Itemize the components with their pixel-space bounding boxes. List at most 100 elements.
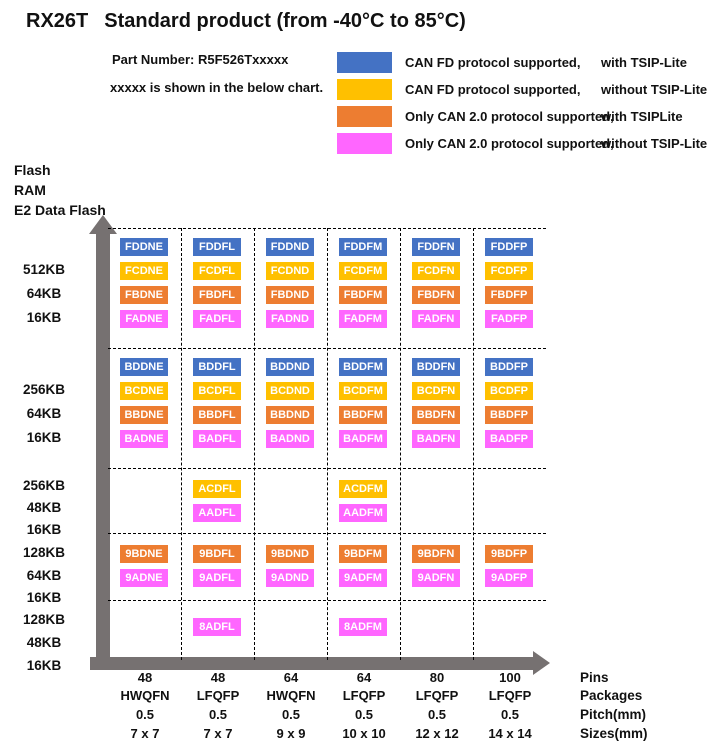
memory-label: 128KB: [22, 545, 66, 560]
part-chip: FDDFP: [485, 238, 533, 256]
part-chip: BCDFP: [485, 382, 533, 400]
memory-label: 16KB: [26, 522, 62, 537]
title-subtitle: Standard product (from -40°C to 85°C): [104, 10, 466, 32]
x-axis-packages-value: LFQFP: [415, 688, 459, 703]
memory-label: 512KB: [22, 262, 66, 277]
part-chip: FCDND: [266, 262, 314, 280]
part-chip: BCDND: [266, 382, 314, 400]
part-chip: 9BDFN: [412, 545, 460, 563]
x-axis-pins-value: 48: [210, 670, 226, 685]
legend-swatch-blue: [337, 52, 392, 73]
part-chip: BBDNE: [120, 406, 168, 424]
part-chip: 9BDFL: [193, 545, 241, 563]
y-axis-title-line: E2 Data Flash: [14, 202, 106, 218]
legend-label-tsip: without TSIP-Lite: [601, 136, 708, 151]
x-axis-pitch-value: 0.5: [281, 707, 301, 722]
grid-column-divider: [400, 228, 401, 660]
x-axis-sizes-value: 12 x 12: [415, 726, 459, 741]
x-axis-line: [90, 657, 533, 670]
part-chip: FBDFP: [485, 286, 533, 304]
part-chip: FBDND: [266, 286, 314, 304]
part-chip: FCDFN: [412, 262, 460, 280]
x-axis-sizes-value: 9 x 9: [276, 726, 306, 741]
part-chip: BCDNE: [120, 382, 168, 400]
part-chip: FBDFM: [339, 286, 387, 304]
x-axis-row-name: Pins: [580, 670, 609, 685]
y-axis-title-line: Flash: [14, 162, 51, 178]
part-chip: FADFM: [339, 310, 387, 328]
part-chip: BADFP: [485, 430, 533, 448]
x-axis-pitch-value: 0.5: [354, 707, 374, 722]
part-chip: FBDFL: [193, 286, 241, 304]
part-chip: FDDFL: [193, 238, 241, 256]
grid-column-divider: [327, 228, 328, 660]
part-chip: BDDFM: [339, 358, 387, 376]
legend-label-main: CAN FD protocol supported,: [405, 82, 581, 97]
part-chip: 9ADFP: [485, 569, 533, 587]
part-chip: 9BDNE: [120, 545, 168, 563]
x-axis-pins-value: 100: [499, 670, 521, 685]
part-chip: BBDFL: [193, 406, 241, 424]
legend-label-main: CAN FD protocol supported,: [405, 55, 581, 70]
legend-swatch-orange: [337, 106, 392, 127]
x-axis-pitch-value: 0.5: [135, 707, 155, 722]
part-chip: BDDFN: [412, 358, 460, 376]
title-product-name: RX26T: [26, 10, 89, 32]
part-chip: FDDFM: [339, 238, 387, 256]
part-chip: FADFL: [193, 310, 241, 328]
part-chip: FCDFM: [339, 262, 387, 280]
grid-column-divider: [254, 228, 255, 660]
part-chip: 9ADFN: [412, 569, 460, 587]
part-chip: BADFM: [339, 430, 387, 448]
x-axis-packages-value: HWQFN: [120, 688, 170, 703]
part-chip: 9BDFM: [339, 545, 387, 563]
part-chip: BDDFP: [485, 358, 533, 376]
part-chip: FADND: [266, 310, 314, 328]
x-axis-arrowhead-icon: [533, 651, 550, 675]
part-chip: 8ADFL: [193, 618, 241, 636]
legend-swatch-gold: [337, 79, 392, 100]
part-chip: FADFN: [412, 310, 460, 328]
x-axis-pitch-value: 0.5: [500, 707, 520, 722]
legend-label-tsip: with TSIPLite: [601, 109, 683, 124]
memory-label: 16KB: [26, 310, 62, 325]
x-axis-packages-value: HWQFN: [266, 688, 316, 703]
part-chip: BADNE: [120, 430, 168, 448]
x-axis-pitch-value: 0.5: [427, 707, 447, 722]
memory-label: 128KB: [22, 612, 66, 627]
x-axis-row-name: Sizes(mm): [580, 726, 648, 741]
memory-label: 64KB: [26, 568, 62, 583]
part-chip: FDDNE: [120, 238, 168, 256]
legend-label-tsip: with TSIP-Lite: [601, 55, 687, 70]
legend-label-main: Only CAN 2.0 protocol supported,: [405, 109, 614, 124]
memory-label: 48KB: [26, 635, 62, 650]
part-chip: BADND: [266, 430, 314, 448]
x-axis-row-name: Packages: [580, 688, 643, 703]
memory-label: 64KB: [26, 406, 62, 421]
legend-label-tsip: without TSIP-Lite: [601, 82, 708, 97]
part-chip: 9ADFL: [193, 569, 241, 587]
part-chip: ACDFL: [193, 480, 241, 498]
part-chip: FDDND: [266, 238, 314, 256]
part-chip: 9BDND: [266, 545, 314, 563]
part-chip: BCDFL: [193, 382, 241, 400]
part-chip: FBDNE: [120, 286, 168, 304]
y-axis-title-line: RAM: [14, 182, 46, 198]
x-axis-packages-value: LFQFP: [488, 688, 532, 703]
part-chip: FADFP: [485, 310, 533, 328]
part-chip: BCDFN: [412, 382, 460, 400]
part-chip: BCDFM: [339, 382, 387, 400]
part-chip: BBDFM: [339, 406, 387, 424]
x-axis-sizes-value: 7 x 7: [203, 726, 233, 741]
memory-label: 256KB: [22, 382, 66, 397]
x-axis-pitch-value: 0.5: [208, 707, 228, 722]
memory-label: 16KB: [26, 430, 62, 445]
y-axis-arrowhead-icon: [89, 215, 117, 234]
grid-column-divider: [181, 228, 182, 660]
part-chip: 8ADFM: [339, 618, 387, 636]
part-chip: BBDFN: [412, 406, 460, 424]
x-axis-packages-value: LFQFP: [342, 688, 386, 703]
x-axis-packages-value: LFQFP: [196, 688, 240, 703]
x-axis-pins-value: 64: [356, 670, 372, 685]
